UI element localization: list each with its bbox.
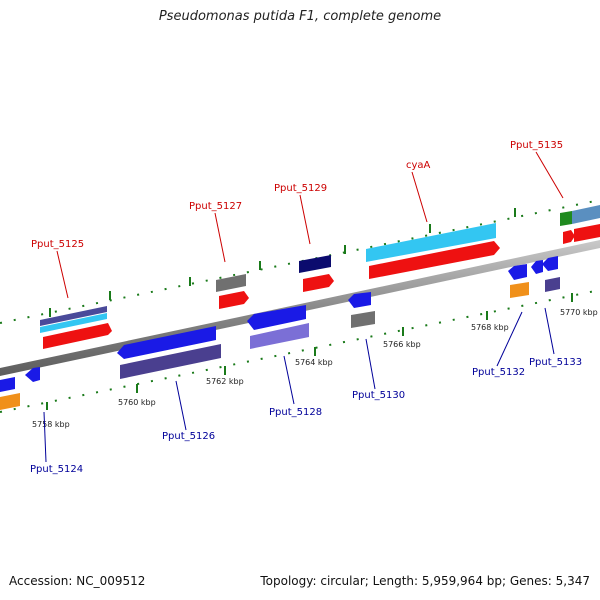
- gene-pput-5135-cds[interactable]: [572, 205, 600, 224]
- gene-cyaA-protein[interactable]: [366, 223, 496, 262]
- gene-pput-5135-gene[interactable]: [574, 224, 600, 242]
- genome-summary-text: Topology: circular; Length: 5,959,964 bp…: [260, 574, 590, 588]
- reverse-features: [0, 256, 560, 410]
- label-pput-5129[interactable]: Pput_5129: [274, 183, 327, 194]
- gene-pput-5125-gene[interactable]: [43, 323, 112, 349]
- tick-label-5770: 5770 kbp: [560, 308, 598, 317]
- tick-label-5768: 5768 kbp: [471, 323, 509, 332]
- gene-pput-5135-cds-green[interactable]: [560, 211, 572, 226]
- label-pput-5127[interactable]: Pput_5127: [189, 201, 242, 212]
- label-pput-5124[interactable]: Pput_5124: [30, 464, 83, 475]
- map-title: Pseudomonas putida F1, complete genome: [158, 9, 442, 24]
- label-pput-5135[interactable]: Pput_5135: [510, 140, 563, 151]
- gene-pput-5126-gene[interactable]: [120, 344, 221, 379]
- gene-pput-5124-cds[interactable]: [0, 377, 15, 392]
- tick-label-5758: 5758 kbp: [32, 420, 70, 429]
- gene-pput-5128-gene[interactable]: [250, 323, 309, 349]
- gene-pput-5127-cds[interactable]: [216, 274, 246, 292]
- gene-pput-5129-cds[interactable]: [299, 255, 331, 273]
- gene-pput-5130-gene[interactable]: [351, 311, 375, 328]
- gene-cyaA-gene[interactable]: [369, 241, 500, 279]
- gene-pput-5128-cds[interactable]: [247, 305, 306, 330]
- gene-pput-5135-gene-start[interactable]: [563, 230, 575, 244]
- label-pput-5133[interactable]: Pput_5133: [529, 357, 582, 368]
- callout-lines: [43, 151, 564, 463]
- gene-pput-5126-cds[interactable]: [117, 326, 216, 359]
- label-pput-5128[interactable]: Pput_5128: [269, 407, 322, 418]
- gene-pput-5132-cds[interactable]: [508, 264, 527, 280]
- tick-label-5760: 5760 kbp: [118, 398, 156, 407]
- tick-label-5762: 5762 kbp: [206, 377, 244, 386]
- label-pput-5125[interactable]: Pput_5125: [31, 239, 84, 250]
- tick-label-5764: 5764 kbp: [295, 358, 333, 367]
- accession-text: Accession: NC_009512: [9, 574, 146, 588]
- tick-marks: [46, 208, 573, 410]
- gene-pput-5129-gene[interactable]: [303, 274, 334, 292]
- gene-pput-5133-cds-1[interactable]: [531, 260, 543, 274]
- gene-pput-5125-cds[interactable]: [40, 306, 107, 326]
- gene-pput-5124-cds-2[interactable]: [25, 367, 40, 382]
- gene-pput-5132-gene[interactable]: [510, 282, 529, 298]
- label-cyaA[interactable]: cyaA: [406, 160, 431, 171]
- gene-pput-5133-cds-2[interactable]: [542, 256, 558, 271]
- gene-pput-5130-cds[interactable]: [348, 292, 371, 308]
- gene-pput-5127-gene[interactable]: [219, 291, 249, 309]
- gene-pput-5125-protein[interactable]: [40, 313, 107, 333]
- tick-label-5766: 5766 kbp: [383, 340, 421, 349]
- label-pput-5126[interactable]: Pput_5126: [162, 431, 215, 442]
- gene-pput-5133-gene[interactable]: [545, 277, 560, 292]
- label-pput-5130[interactable]: Pput_5130: [352, 390, 405, 401]
- gene-pput-5124-gene[interactable]: [0, 393, 20, 410]
- forward-features: [40, 205, 600, 349]
- label-pput-5132[interactable]: Pput_5132: [472, 367, 525, 378]
